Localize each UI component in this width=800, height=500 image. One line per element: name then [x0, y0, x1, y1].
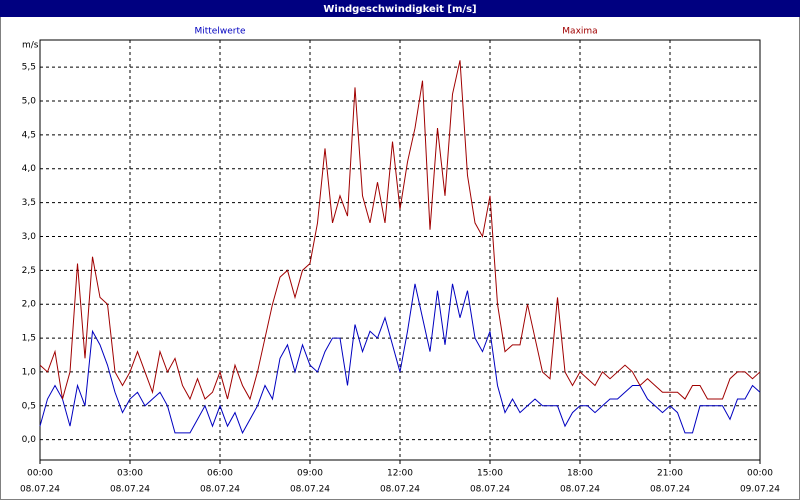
y-tick-label: 4,0	[22, 164, 37, 174]
y-tick-label: 0,5	[22, 401, 36, 411]
x-tick-label: 18:00	[567, 469, 593, 479]
x-tick-date: 08.07.24	[200, 485, 240, 495]
x-tick-date: 08.07.24	[290, 485, 330, 495]
title-bar	[0, 0, 800, 17]
x-tick-label: 06:00	[207, 469, 233, 479]
x-tick-date: 08.07.24	[470, 485, 510, 495]
y-tick-label: 1,5	[22, 334, 36, 344]
x-tick-date: 08.07.24	[380, 485, 420, 495]
chart-title: Windgeschwindigkeit [m/s]	[323, 4, 476, 15]
x-tick-label: 00:00	[27, 469, 53, 479]
series-line	[39, 60, 761, 401]
y-tick-label: 5,5	[22, 63, 36, 73]
y-tick-label: 2,5	[22, 266, 36, 276]
y-tick-label: 2,0	[22, 300, 37, 310]
x-tick-date: 08.07.24	[650, 485, 690, 495]
y-tick-label: 3,0	[22, 232, 37, 242]
x-tick-label: 09:00	[297, 469, 323, 479]
y-tick-label: 5,0	[22, 96, 37, 106]
x-tick-label: 00:00	[747, 469, 773, 479]
y-tick-label: 3,5	[22, 198, 36, 208]
x-tick-label: 12:00	[387, 469, 413, 479]
x-tick-label: 21:00	[657, 469, 683, 479]
y-tick-label: 1,0	[22, 367, 37, 377]
y-tick-label: 4,5	[22, 130, 36, 140]
x-tick-date: 08.07.24	[110, 485, 150, 495]
y-unit: m/s	[22, 41, 39, 51]
legend-entry: Maxima	[562, 27, 597, 37]
x-tick-date: 08.07.24	[560, 485, 600, 495]
x-tick-label: 15:00	[477, 469, 503, 479]
legend-entry: Mittelwerte	[194, 27, 245, 37]
y-tick-label: 0,0	[22, 435, 37, 445]
x-tick-date: 09.07.24	[740, 485, 780, 495]
x-tick-date: 08.07.24	[20, 485, 60, 495]
x-tick-label: 03:00	[117, 469, 143, 479]
